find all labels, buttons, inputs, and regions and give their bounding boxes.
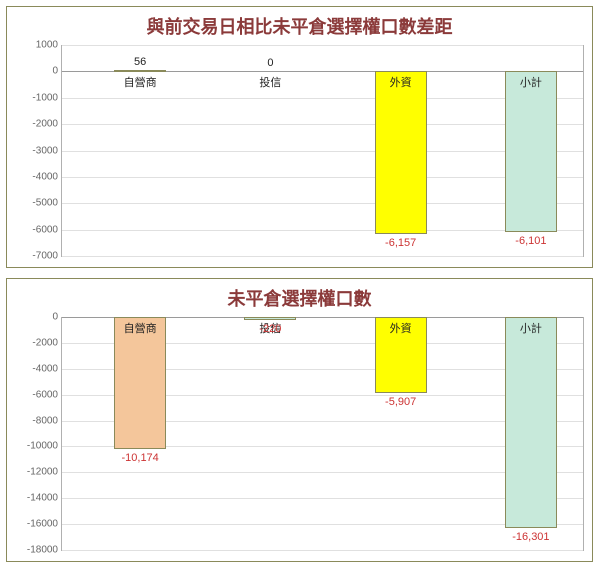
value-label: 0 [267,57,273,69]
value-label: -16,301 [512,531,549,543]
category-label: 小計 [520,320,542,336]
y-tick-label: -14000 [27,493,58,504]
y-tick-label: -6000 [32,389,58,400]
value-label: -5,907 [385,396,416,408]
y-tick-label: -2000 [32,337,58,348]
chart-wrap: 0 -2000 -4000 -6000 -8000 -10000 -12000 -14000 -… [7,313,592,561]
y-tick-label: 1000 [36,40,58,51]
y-tick-label: 0 [52,66,58,77]
plot-area: 10000-1000-2000-3000-4000-5000-6000-7000… [61,45,584,257]
bar [375,71,427,233]
bar [114,70,166,72]
bar [505,71,557,232]
y-tick-label: -16000 [27,519,58,530]
category-label: 外資 [390,74,412,90]
value-label: -6,157 [385,237,416,249]
y-tick-label: -1000 [32,92,58,103]
gridline [62,550,583,551]
chart-panel-0: 與前交易日相比未平倉選擇權口數差距1000 0 -1000 -2000 -3000 -40… [6,6,593,268]
y-tick-label: -3000 [32,145,58,156]
category-label: 自營商 [124,74,157,90]
y-tick-label: -8000 [32,415,58,426]
value-label: -6,101 [515,235,546,247]
category-label: 自營商 [124,320,157,336]
y-tick-label: -2000 [32,119,58,130]
value-label: -220 [259,323,281,335]
gridline [62,45,583,46]
plot-area: 0-2000-4000-6000-8000-10000-12000-14000-… [61,317,584,551]
y-tick-label: -18000 [27,545,58,556]
y-tick-label: -4000 [32,363,58,374]
chart-title: 與前交易日相比未平倉選擇權口數差距 [7,7,592,41]
category-label: 投信 [259,74,281,90]
value-label: -10,174 [121,452,158,464]
y-tick-label: -6000 [32,224,58,235]
bar [114,317,166,449]
category-label: 外資 [390,320,412,336]
chart-wrap: 1000 0 -1000 -2000 -3000 -4000 -5000 -6000 -7000… [7,41,592,267]
y-tick-label: 0 [52,312,58,323]
value-label: 56 [134,56,146,68]
bar [505,317,557,528]
y-tick-label: -12000 [27,467,58,478]
y-tick-label: -10000 [27,441,58,452]
category-label: 小計 [520,74,542,90]
chart-title: 未平倉選擇權口數 [7,279,592,313]
chart-panel-1: 未平倉選擇權口數0 -2000 -4000 -6000 -8000 -10000 -1200… [6,278,593,562]
y-tick-label: -4000 [32,171,58,182]
y-tick-label: -7000 [32,251,58,262]
y-tick-label: -5000 [32,198,58,209]
gridline [62,256,583,257]
